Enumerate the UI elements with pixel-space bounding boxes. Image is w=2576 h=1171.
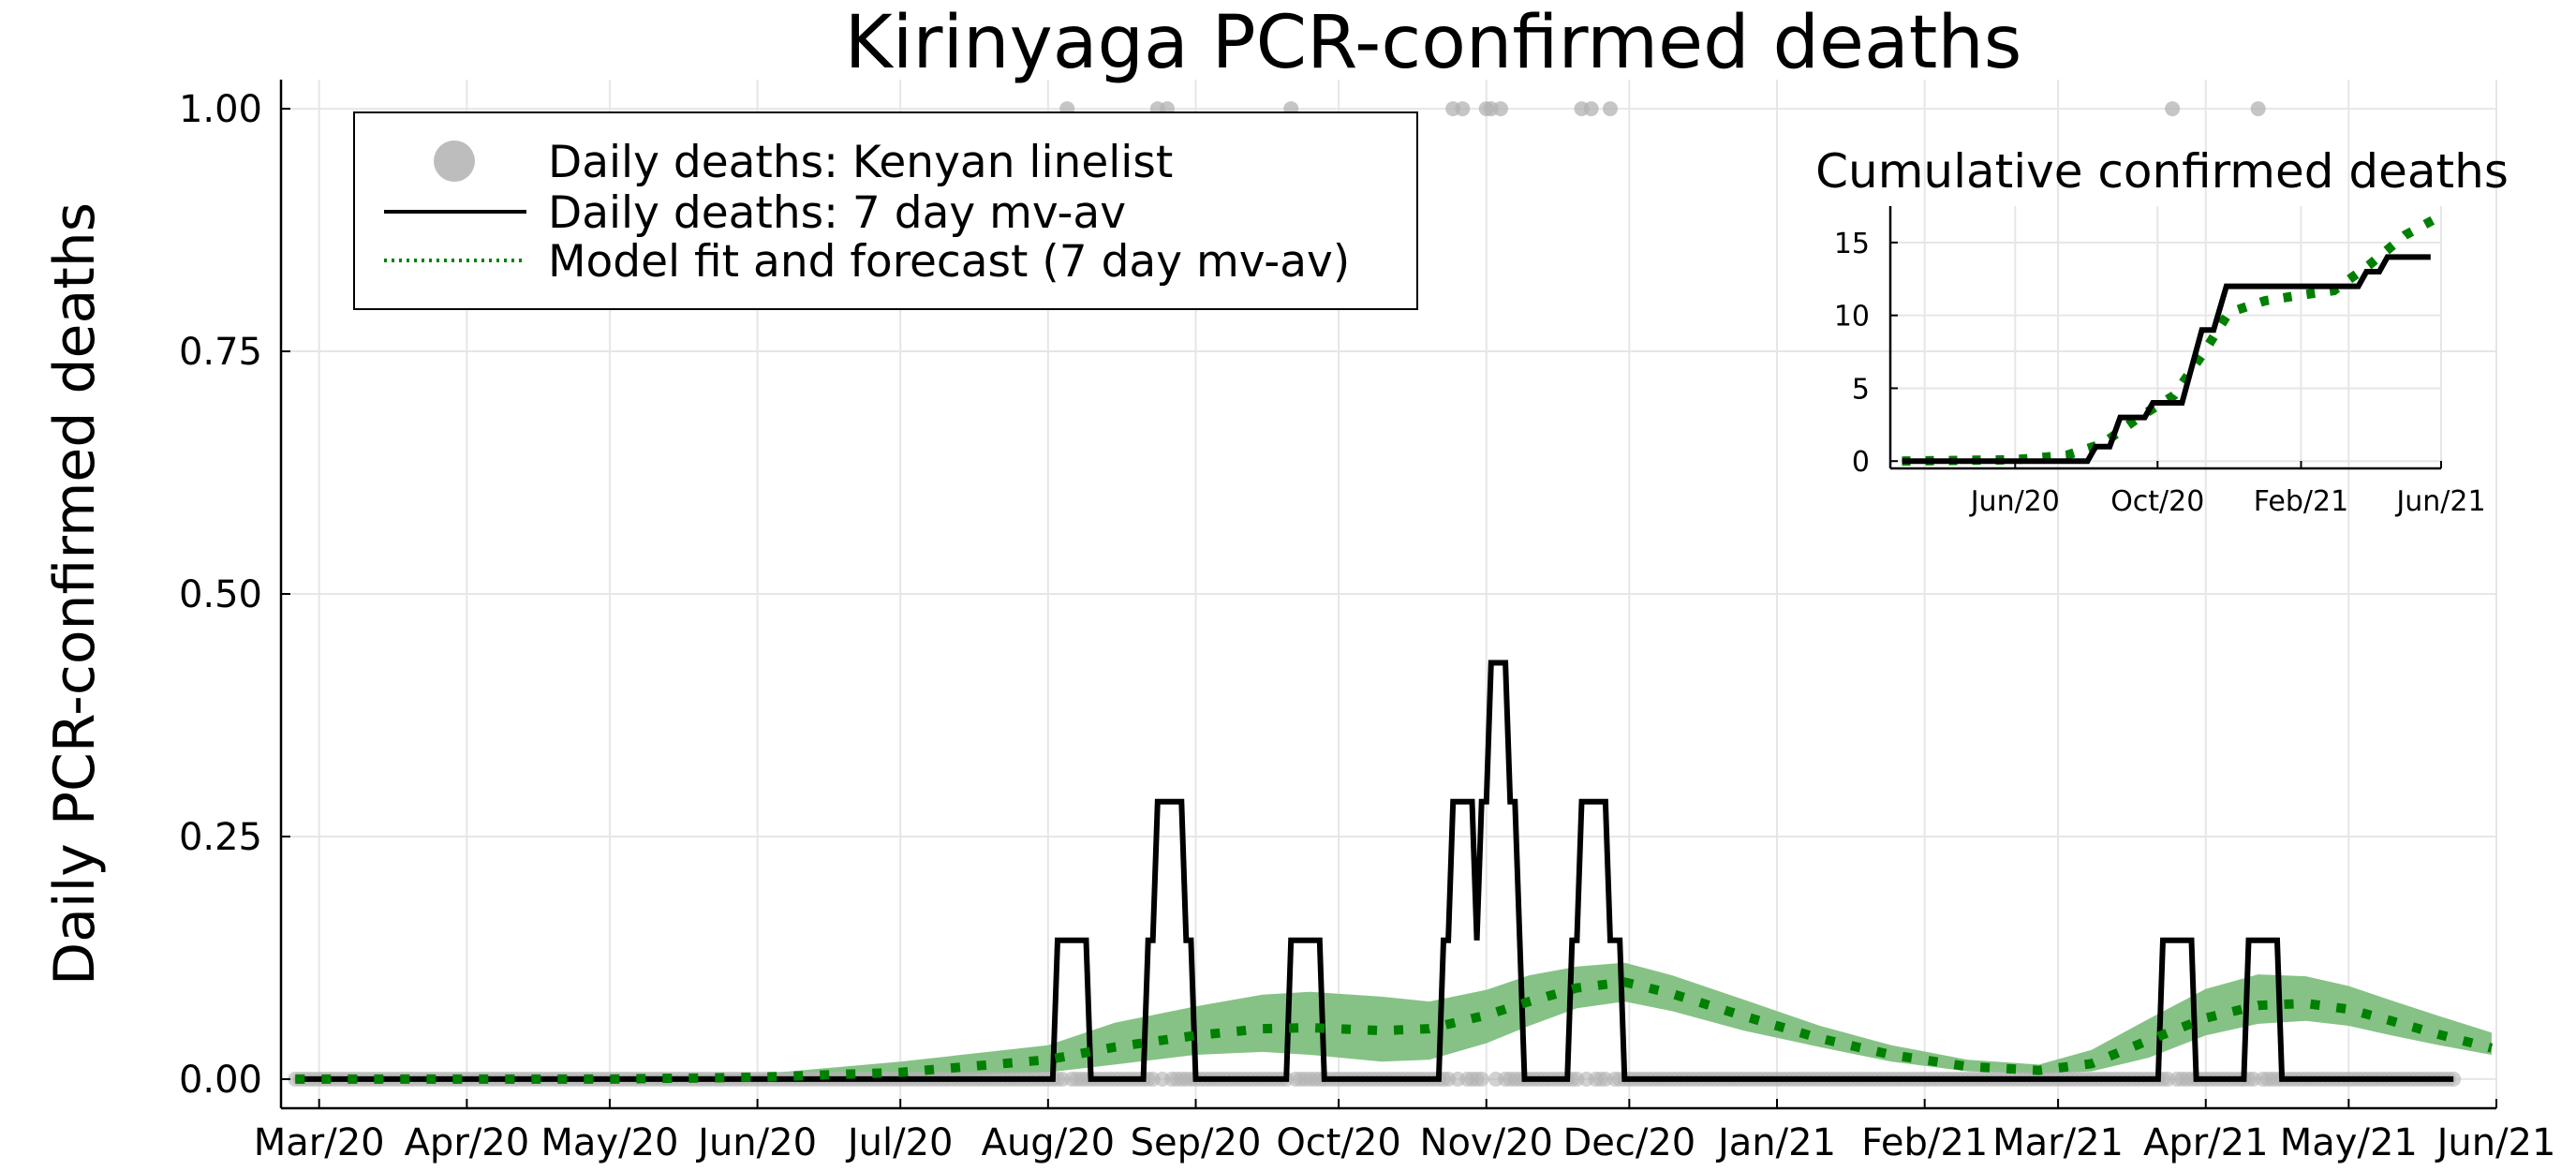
linelist-point — [2165, 101, 2181, 117]
x-tick-label: Feb/21 — [1861, 1121, 1988, 1164]
inset-x-tick-labels: Jun/20 Oct/20 Feb/21 Jun/21 — [1969, 485, 2486, 518]
x-tick-label: Nov/20 — [1420, 1121, 1553, 1164]
x-tick-label: Dec/20 — [1562, 1121, 1695, 1164]
x-tick-label: May/20 — [540, 1121, 678, 1164]
model-band — [295, 962, 2492, 1079]
inset-x-tick-label: Oct/20 — [2110, 485, 2204, 518]
chart-title: Kirinyaga PCR-confirmed deaths — [845, 1, 2022, 85]
y-tick-label: 0.00 — [179, 1059, 262, 1102]
x-tick-label: Sep/20 — [1131, 1121, 1262, 1164]
x-tick-label: Apr/20 — [405, 1121, 530, 1164]
linelist-point — [1603, 101, 1618, 117]
main-plot: Mar/20 Apr/20 May/20 Jun/20 Jul/20 Aug/20 Sep/… — [42, 1, 2555, 1164]
x-tick-label: Aug/20 — [982, 1121, 1115, 1164]
legend-label-mvav: Daily deaths: 7 day mv-av — [548, 187, 1126, 239]
legend-label-model: Model fit and forecast (7 day mv-av) — [548, 236, 1350, 288]
x-tick-label: Jul/20 — [845, 1121, 954, 1164]
inset-y-tick-labels: 0 5 10 15 — [1834, 228, 1870, 479]
inset-y-tick-label: 15 — [1834, 228, 1870, 260]
x-tick-label: Oct/20 — [1276, 1121, 1401, 1164]
x-tick-label: May/21 — [2280, 1121, 2418, 1164]
mv-av-line — [295, 660, 2454, 1082]
inset-cumulative-line — [1902, 254, 2431, 465]
main-x-tick-labels: Mar/20 Apr/20 May/20 Jun/20 Jul/20 Aug/20 Sep/… — [254, 1121, 2556, 1164]
inset-x-tick-label: Jun/20 — [1969, 485, 2060, 518]
inset-model-line — [1902, 212, 2441, 467]
inset-title: Cumulative confirmed deaths — [1815, 144, 2509, 199]
inset-x-tick-label: Jun/21 — [2394, 485, 2485, 518]
x-tick-label: Jun/21 — [2435, 1121, 2556, 1164]
model-line — [295, 977, 2494, 1084]
legend: Daily deaths: Kenyan linelist Daily deat… — [353, 111, 1418, 310]
inset-axes — [1888, 206, 2442, 470]
x-tick-label: Mar/21 — [1992, 1121, 2124, 1164]
x-tick-label: Jan/21 — [1715, 1121, 1836, 1164]
main-series-lines — [295, 660, 2494, 1084]
linelist-point — [1583, 101, 1599, 117]
x-tick-label: Jun/20 — [695, 1121, 817, 1164]
main-y-tick-labels: 0.00 0.25 0.50 0.75 1.00 — [179, 88, 262, 1102]
y-tick-label: 0.25 — [179, 816, 262, 859]
x-tick-label: Apr/21 — [2143, 1121, 2269, 1164]
inset-plot: Cumulative confirmed deaths Jun/20 Oct/20… — [1815, 144, 2509, 518]
legend-box — [353, 111, 1418, 310]
inset-grid — [1890, 206, 2442, 468]
legend-marker-linelist — [434, 141, 475, 182]
linelist-point — [1455, 101, 1471, 117]
legend-label-linelist: Daily deaths: Kenyan linelist — [548, 137, 1173, 188]
y-tick-label: 0.75 — [179, 331, 262, 374]
linelist-point — [1493, 101, 1509, 117]
linelist-point — [1473, 1071, 1489, 1087]
linelist-point — [2250, 101, 2266, 117]
y-tick-label: 1.00 — [179, 88, 262, 131]
x-tick-label: Mar/20 — [254, 1121, 385, 1164]
model-uncertainty-band — [295, 962, 2492, 1079]
inset-y-tick-label: 5 — [1852, 373, 1870, 406]
y-tick-label: 0.50 — [179, 573, 262, 616]
inset-y-tick-label: 10 — [1834, 301, 1870, 334]
main-axes — [279, 80, 2497, 1110]
y-axis-label: Daily PCR-confirmed deaths — [42, 202, 108, 986]
inset-x-tick-label: Feb/21 — [2254, 485, 2348, 518]
inset-y-tick-label: 0 — [1852, 446, 1870, 479]
inset-series-lines — [1902, 212, 2441, 467]
